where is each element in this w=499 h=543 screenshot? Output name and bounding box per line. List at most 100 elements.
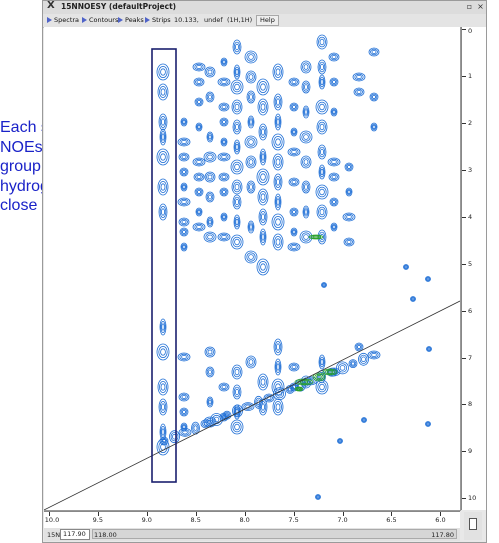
contour-peak bbox=[220, 173, 228, 181]
x-tick bbox=[293, 512, 295, 516]
plane-value-field[interactable]: 117.90 bbox=[60, 529, 90, 540]
maximize-button[interactable]: ▫ bbox=[466, 2, 473, 11]
contour-peak bbox=[179, 353, 189, 361]
menu-peaks[interactable]: Peaks bbox=[118, 16, 144, 24]
contour-peak bbox=[180, 429, 190, 436]
contour-peak bbox=[369, 351, 379, 359]
contour-peak bbox=[274, 358, 282, 376]
contour-peak bbox=[345, 238, 353, 246]
contour-peak bbox=[257, 98, 269, 116]
contour-peak bbox=[344, 162, 354, 172]
axis-readout: (1H,1H) bbox=[227, 16, 253, 24]
help-button[interactable]: Help bbox=[256, 15, 279, 26]
contour-peak bbox=[161, 403, 166, 411]
y-axis-ruler: 0 1 2 3 4 5 6 7 8 9 10 bbox=[461, 27, 486, 510]
contour-peak bbox=[181, 118, 187, 126]
contour-peak bbox=[361, 417, 367, 423]
contour-peak bbox=[260, 173, 266, 181]
contour-peak bbox=[179, 407, 189, 417]
contour-peak bbox=[232, 161, 242, 173]
contour-peak bbox=[159, 318, 167, 336]
contour-peak bbox=[403, 264, 409, 270]
contour-peak bbox=[203, 421, 209, 426]
corner-control[interactable] bbox=[464, 512, 482, 540]
contour-peak bbox=[207, 419, 213, 425]
negative-contour bbox=[322, 368, 338, 376]
menu-contours[interactable]: Contours bbox=[82, 16, 118, 24]
x-tick-label: 7.5 bbox=[288, 516, 299, 524]
contour-peak bbox=[275, 68, 281, 76]
contour-peak bbox=[348, 359, 358, 369]
contour-peak bbox=[290, 363, 298, 371]
contour-peak bbox=[317, 59, 327, 75]
contour-peak bbox=[196, 123, 202, 131]
contour-peak bbox=[234, 66, 240, 78]
contour-peak bbox=[235, 68, 239, 76]
contour-peak bbox=[232, 194, 242, 210]
contour-peak bbox=[355, 88, 363, 96]
contour-peak bbox=[207, 234, 213, 240]
contour-peak bbox=[304, 209, 308, 215]
contour-peak bbox=[234, 103, 240, 111]
contour-peak bbox=[205, 233, 215, 241]
contour-peak bbox=[331, 223, 337, 231]
contour-peak bbox=[178, 217, 190, 227]
menu-strips[interactable]: Strips bbox=[145, 16, 171, 24]
contour-peak bbox=[193, 77, 205, 87]
contour-peak bbox=[220, 383, 228, 391]
spectrum-plot[interactable] bbox=[43, 27, 461, 511]
contour-peak bbox=[211, 414, 222, 425]
contour-peak bbox=[160, 88, 166, 96]
close-button[interactable]: × bbox=[477, 2, 484, 11]
menu-spectra[interactable]: Spectra bbox=[47, 16, 79, 24]
y-tick-label: 3 bbox=[468, 166, 473, 175]
contour-peak bbox=[274, 340, 282, 353]
contour-peak bbox=[158, 203, 168, 221]
contour-peak bbox=[259, 190, 267, 203]
contour-peak bbox=[221, 138, 227, 146]
contour-peak bbox=[346, 188, 352, 196]
contour-peak bbox=[426, 422, 430, 426]
contour-peak bbox=[337, 438, 343, 444]
contour-peak bbox=[206, 396, 214, 408]
contour-peak bbox=[203, 151, 217, 163]
contour-peak bbox=[319, 166, 325, 178]
contour-peak bbox=[318, 231, 326, 243]
contour-peak bbox=[161, 208, 166, 216]
contour-peak bbox=[218, 382, 230, 392]
contour-peak bbox=[258, 208, 268, 226]
contour-peak bbox=[217, 77, 231, 87]
contour-peak bbox=[220, 188, 228, 196]
contour-peak bbox=[180, 168, 188, 176]
contour-peak bbox=[206, 368, 214, 376]
contour-peak bbox=[195, 98, 203, 106]
y-tick bbox=[462, 123, 466, 125]
contour-peak bbox=[205, 191, 215, 203]
contour-peak bbox=[371, 352, 377, 357]
contour-peak bbox=[160, 320, 166, 333]
x-axis-ruler: 10.0 9.5 9.0 8.5 8.0 7.5 7.0 6.5 6.0 bbox=[44, 511, 460, 528]
square-icon bbox=[469, 518, 477, 530]
contour-peak bbox=[370, 93, 378, 101]
plane-slider[interactable] bbox=[92, 529, 457, 539]
contour-peak bbox=[180, 117, 188, 127]
contour-peak bbox=[207, 218, 213, 226]
contour-peak bbox=[248, 74, 254, 80]
contour-peak bbox=[220, 137, 228, 147]
menu-label: Strips bbox=[152, 16, 171, 24]
contour-peak bbox=[192, 62, 206, 72]
contour-peak bbox=[231, 364, 243, 380]
menu-bar: Spectra Contours Peaks Strips 10.133, un… bbox=[43, 14, 486, 28]
contour-peak bbox=[181, 354, 187, 359]
contour-peak bbox=[260, 263, 266, 271]
title-bar[interactable]: X 15NNOESY (defaultProject) ▫ × bbox=[43, 0, 486, 15]
contour-peak bbox=[318, 206, 326, 218]
contour-peak bbox=[232, 421, 242, 433]
contour-peak bbox=[222, 214, 226, 219]
slider-min-label: 118.00 bbox=[94, 531, 117, 539]
contour-peak bbox=[196, 65, 202, 70]
contour-peak bbox=[248, 94, 253, 100]
contour-canvas[interactable] bbox=[43, 27, 461, 511]
contour-peak bbox=[230, 79, 244, 95]
contour-peak bbox=[177, 137, 191, 147]
